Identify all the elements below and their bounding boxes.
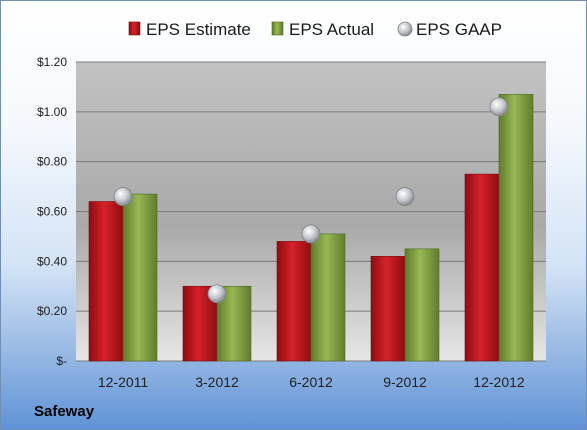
point-eps-gaap bbox=[489, 97, 509, 117]
y-tick-label: $0.40 bbox=[37, 254, 67, 268]
point-eps-gaap bbox=[395, 187, 415, 206]
bar-eps-estimate bbox=[88, 201, 124, 362]
bar-eps-actual bbox=[310, 233, 346, 362]
y-axis: $- $0.20 $0.40 $0.60 $0.80 $1.00 $1.20 bbox=[37, 55, 67, 368]
y-tick-label: $- bbox=[56, 354, 67, 368]
y-tick-label: $1.00 bbox=[37, 105, 67, 119]
bars bbox=[88, 94, 534, 362]
x-tick-label: 12-2011 bbox=[98, 374, 149, 390]
bar-eps-estimate bbox=[464, 173, 500, 362]
x-tick-label: 12-2012 bbox=[473, 374, 525, 390]
legend-swatch bbox=[128, 21, 141, 36]
point-eps-gaap bbox=[207, 284, 227, 304]
point-eps-gaap bbox=[113, 187, 133, 206]
bar-eps-actual bbox=[122, 193, 158, 362]
y-tick-label: $0.60 bbox=[37, 205, 67, 219]
bar-eps-estimate bbox=[370, 256, 406, 362]
x-tick-label: 3-2012 bbox=[195, 374, 239, 390]
y-tick-label: $0.20 bbox=[37, 304, 67, 318]
legend: EPS Estimate EPS Actual EPS GAAP bbox=[128, 20, 502, 39]
bar-eps-actual bbox=[404, 248, 440, 362]
gaap-points bbox=[113, 97, 509, 304]
y-tick-label: $1.20 bbox=[37, 55, 67, 69]
legend-label: EPS GAAP bbox=[416, 20, 502, 39]
legend-label: EPS Estimate bbox=[146, 20, 251, 39]
x-axis: 12-2011 3-2012 6-2012 9-2012 12-2012 bbox=[98, 374, 525, 390]
bar-eps-actual bbox=[498, 94, 534, 362]
legend-swatch bbox=[397, 21, 413, 37]
bar-eps-estimate bbox=[276, 241, 312, 362]
company-name: Safeway bbox=[34, 403, 95, 420]
x-tick-label: 6-2012 bbox=[289, 374, 333, 390]
x-tick-label: 9-2012 bbox=[383, 374, 427, 390]
y-tick-label: $0.80 bbox=[37, 155, 67, 169]
point-eps-gaap bbox=[301, 224, 321, 244]
legend-swatch bbox=[271, 21, 284, 36]
legend-label: EPS Actual bbox=[289, 20, 374, 39]
